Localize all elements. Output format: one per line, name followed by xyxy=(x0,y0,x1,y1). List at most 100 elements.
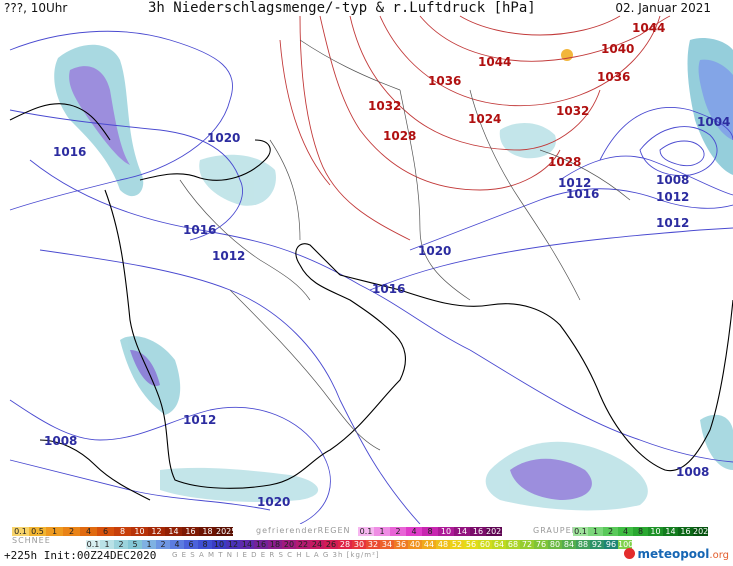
legend-total-label: G E S A M T N I E D E R S C H L A G 3h [… xyxy=(172,551,380,559)
legend-swatch: 1 xyxy=(374,527,390,536)
legend-swatch: 88 xyxy=(576,540,590,549)
legend-swatch: 14 xyxy=(165,527,182,536)
isobar-label: 1032 xyxy=(368,99,402,113)
isobars-low xyxy=(9,30,733,524)
isobar-label: 1016 xyxy=(566,187,600,201)
brand-name: meteopool xyxy=(637,547,710,561)
isobar-label: 1012 xyxy=(212,249,246,263)
legend-swatch: 28 xyxy=(338,540,352,549)
legend-swatch: 2 xyxy=(114,540,128,549)
legend-swatch: 8 xyxy=(422,527,438,536)
legend-swatch: 0.1 xyxy=(12,527,29,536)
legend-swatch: 26 xyxy=(324,540,338,549)
legend-swatch: 2 xyxy=(390,527,406,536)
isobar-label: 1024 xyxy=(468,112,502,126)
isobar-label: 1008 xyxy=(44,434,78,448)
legend-swatch: 10 xyxy=(438,527,454,536)
legend-swatch: 8 xyxy=(633,527,648,536)
isobar-label: 1044 xyxy=(478,55,512,69)
legend-swatch: 84 xyxy=(562,540,576,549)
legend-swatch: 10 xyxy=(648,527,663,536)
isobar-label: 1020 xyxy=(257,495,291,509)
isobar-label: 1040 xyxy=(601,42,635,56)
legend-swatch: 16 xyxy=(678,527,693,536)
legend-swatch: 60 xyxy=(478,540,492,549)
brand-logo-icon xyxy=(624,548,636,559)
legend-swatch: 76 xyxy=(534,540,548,549)
legend-swatch: 68 xyxy=(506,540,520,549)
legend-swatch: 72 xyxy=(520,540,534,549)
legend-graupel-label: GRAUPEL xyxy=(533,526,578,535)
legend-total-scale: 0.1 1 2 5 1 2 4 6 8 10 12 14 16 18 20 22 24 26 28 30 32 34 36 4… xyxy=(86,540,634,549)
legend-swatch: 0.1 xyxy=(86,540,100,549)
legend-swatch: 12 xyxy=(148,527,165,536)
run-label: ???, 10Uhr xyxy=(4,1,68,15)
legend-swatch: 80 xyxy=(548,540,562,549)
legend-swatch: 16 xyxy=(470,527,486,536)
weather-map xyxy=(9,15,733,524)
legend-swatch: 32 xyxy=(366,540,380,549)
legend-swatch: 0.5 xyxy=(29,527,46,536)
legend-swatch: 0.1 xyxy=(573,527,588,536)
brand[interactable]: meteopool.org xyxy=(624,547,729,561)
legend-swatch: 30 xyxy=(352,540,366,549)
legend-swatch: 22 xyxy=(296,540,310,549)
legend-swatch: 0.1 xyxy=(358,527,374,536)
isobars-high xyxy=(279,15,671,241)
legend-swatch: 4 xyxy=(80,527,97,536)
isobar-label: 1020 xyxy=(207,131,241,145)
legend-swatch: 6 xyxy=(97,527,114,536)
legend-swatch: 56 xyxy=(464,540,478,549)
coastlines xyxy=(9,103,733,501)
isobar-label: 1016 xyxy=(183,223,217,237)
legend-swatch: 18 xyxy=(268,540,282,549)
run-init: +225h Init:00Z24DEC2020 xyxy=(4,549,157,562)
isobar-label: 1012 xyxy=(656,190,690,204)
isobar-label: 1012 xyxy=(656,216,690,230)
legend-swatch: 1 xyxy=(142,540,156,549)
legend-swatch: 2025+ xyxy=(486,527,514,536)
legend-swatch: 48 xyxy=(436,540,450,549)
legend-swatch: 2025+ xyxy=(693,527,721,536)
legend-swatch: 24 xyxy=(310,540,324,549)
legend-swatch: 16 xyxy=(182,527,199,536)
isobar-label: 1036 xyxy=(428,74,462,88)
legend-swatch: 4 xyxy=(170,540,184,549)
legend-snow-scale: 0.1 0.5 1 2 4 6 8 10 12 14 16 18 2025+ xyxy=(12,527,244,536)
precipitation-legend: 0.1 0.5 1 2 4 6 8 10 12 14 16 18 2025+ gefrierenderR… xyxy=(0,524,733,566)
legend-swatch: 5 xyxy=(128,540,142,549)
legend-swatch: 20 xyxy=(282,540,296,549)
isobar-label: 1020 xyxy=(418,244,452,258)
isobar-label: 1012 xyxy=(558,176,592,190)
legend-swatch: 6 xyxy=(184,540,198,549)
legend-swatch: 92 xyxy=(590,540,604,549)
legend-swatch: 14 xyxy=(240,540,254,549)
legend-freezing-rain-label: gefrierenderREGEN xyxy=(256,526,351,535)
legend-swatch: 14 xyxy=(663,527,678,536)
isobar-label: 1004 xyxy=(697,115,731,129)
isobar-label: 1008 xyxy=(676,465,710,479)
legend-swatch: 8 xyxy=(198,540,212,549)
isobar-label: 1012 xyxy=(183,413,217,427)
legend-swatch: 2 xyxy=(63,527,80,536)
legend-swatch: 2 xyxy=(603,527,618,536)
legend-swatch: 36 xyxy=(394,540,408,549)
legend-swatch: 64 xyxy=(492,540,506,549)
legend-swatch: 1 xyxy=(46,527,63,536)
legend-swatch: 100 xyxy=(618,540,634,549)
legend-swatch: 2025+ xyxy=(216,527,244,536)
legend-swatch: 4 xyxy=(406,527,422,536)
legend-swatch: 2 xyxy=(156,540,170,549)
legend-swatch: 10 xyxy=(212,540,226,549)
legend-swatch: 10 xyxy=(131,527,148,536)
legend-swatch: 12 xyxy=(226,540,240,549)
legend-swatch: 34 xyxy=(380,540,394,549)
legend-swatch: 16 xyxy=(254,540,268,549)
isobar-label: 1036 xyxy=(597,70,631,84)
valid-date: 02. Januar 2021 xyxy=(615,1,711,15)
legend-swatch: 8 xyxy=(114,527,131,536)
legend-swatch: 96 xyxy=(604,540,618,549)
isobar-label: 1028 xyxy=(548,155,582,169)
country-borders xyxy=(179,39,631,451)
legend-snow-label: SCHNEE xyxy=(12,536,51,545)
